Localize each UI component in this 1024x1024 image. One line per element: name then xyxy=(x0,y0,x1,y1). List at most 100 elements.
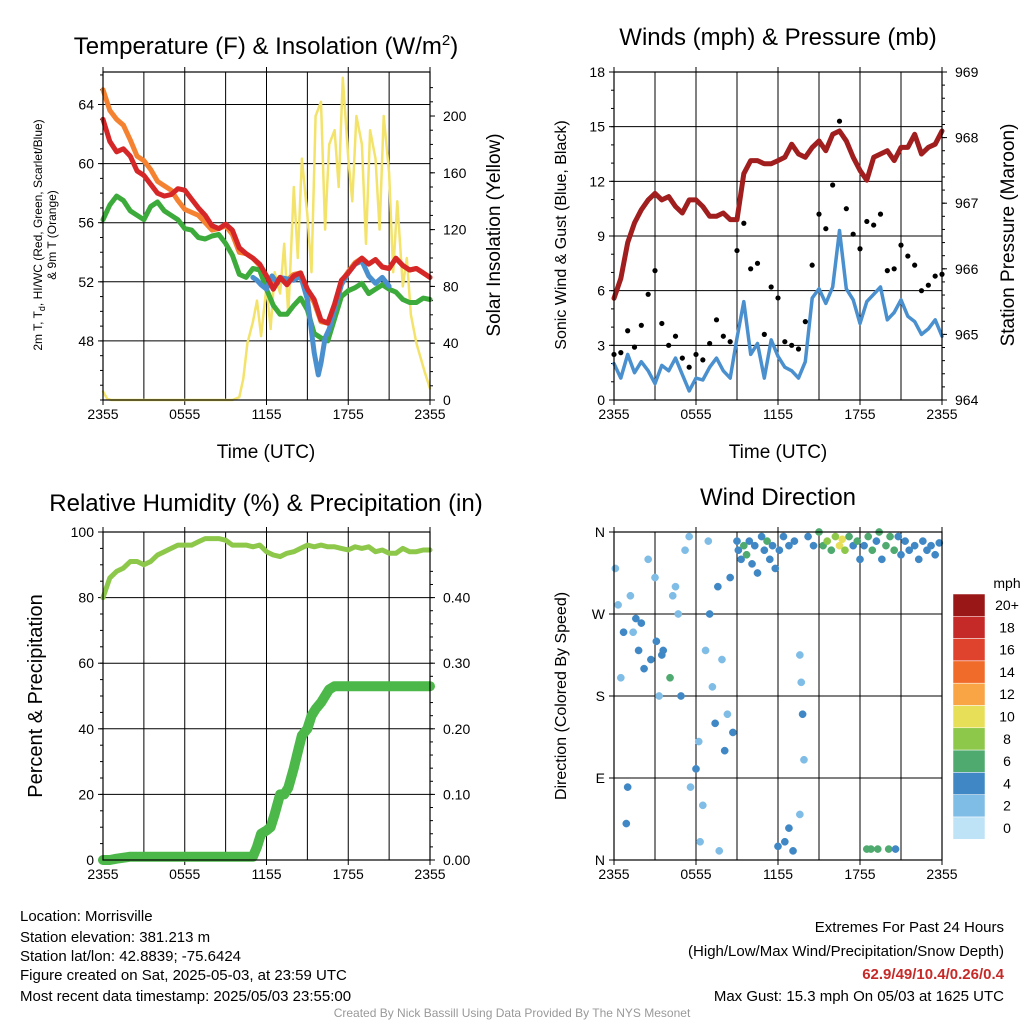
direction-point xyxy=(831,532,840,541)
gust-point xyxy=(816,211,822,217)
y2-tick-label: 968 xyxy=(955,130,979,146)
gust-point xyxy=(918,288,925,294)
temperature-title: Temperature (F) & Insolation (W/m2) xyxy=(74,32,458,60)
legend-swatch xyxy=(952,816,986,840)
direction-point xyxy=(905,546,914,555)
sonic-wind-line xyxy=(612,228,944,393)
gust-point xyxy=(782,339,788,345)
direction-point xyxy=(715,847,724,855)
gust-point xyxy=(700,357,706,363)
direction-point xyxy=(750,541,759,550)
temperature-ylabel-right: Solar Insolation (Yellow) xyxy=(484,133,505,336)
y-tick-label: 12 xyxy=(589,173,605,189)
temperature-ylabel-line2: & 9m T (Orange) xyxy=(45,190,59,280)
direction-point xyxy=(890,546,899,555)
elevation-text: Station elevation: 381.213 m xyxy=(20,929,211,946)
direction-point xyxy=(809,541,818,550)
wind-direction-title: Wind Direction xyxy=(700,484,856,511)
legend-label: 8 xyxy=(1003,731,1011,747)
gust-point xyxy=(666,342,672,348)
direction-point xyxy=(768,541,777,550)
direction-point xyxy=(779,532,788,541)
x-tick-label: 0555 xyxy=(169,866,200,882)
extremes-heading: Extremes For Past 24 Hours xyxy=(814,919,1004,936)
temperature-panel: Temperature (F) & Insolation (W/m2) Time… xyxy=(31,32,505,463)
gust-point xyxy=(638,322,644,328)
direction-point xyxy=(804,532,812,541)
direction-point xyxy=(785,541,793,550)
direction-point xyxy=(626,591,635,600)
direction-point xyxy=(614,601,622,609)
direction-point xyxy=(708,683,717,691)
direction-point xyxy=(634,646,643,655)
y-tick-label: 3 xyxy=(597,337,605,353)
x-tick-label: 2355 xyxy=(414,866,445,882)
direction-point xyxy=(651,573,659,582)
winds-title: Winds (mph) & Pressure (mb) xyxy=(619,24,936,51)
gust-point xyxy=(891,266,897,272)
direction-point xyxy=(637,619,646,627)
legend-swatch xyxy=(952,616,986,639)
gust-point xyxy=(809,262,815,268)
direction-point xyxy=(622,819,631,828)
legend-swatch xyxy=(952,660,986,684)
winds-panel: Winds (mph) & Pressure (mb) Time (UTC) S… xyxy=(553,24,1019,463)
direction-point xyxy=(796,651,804,659)
direction-point xyxy=(701,646,710,655)
gust-point xyxy=(761,331,767,337)
direction-point xyxy=(827,546,836,555)
direction-point xyxy=(894,532,903,541)
gust-point xyxy=(857,246,863,252)
direction-point xyxy=(872,537,881,545)
y-tick-label: 20 xyxy=(78,786,94,802)
gust-point xyxy=(877,211,884,217)
direction-point xyxy=(692,765,700,773)
direction-point xyxy=(726,573,735,582)
gust-point xyxy=(871,222,877,228)
direction-point xyxy=(760,546,769,555)
direction-point xyxy=(931,550,940,559)
max-gust-text: Max Gust: 15.3 mph On 05/03 at 1625 UTC xyxy=(713,988,1004,1005)
y-tick-label: 0 xyxy=(597,392,605,408)
direction-point xyxy=(897,550,905,559)
direction-point xyxy=(737,555,745,564)
direction-point xyxy=(745,537,754,545)
direction-point xyxy=(681,546,689,555)
y2-tick-label: 40 xyxy=(443,335,459,351)
legend-label: 18 xyxy=(999,619,1015,635)
winds-ylabel-right: Station Pressure (Maroon) xyxy=(998,124,1019,347)
direction-tick-label: E xyxy=(596,770,605,786)
y-tick-label: 64 xyxy=(78,97,94,113)
location-text: Location: Morrisville xyxy=(20,908,153,925)
x-tick-label: 0555 xyxy=(680,406,711,422)
y-tick-label: 40 xyxy=(78,721,94,737)
y2-tick-label: 0 xyxy=(443,392,451,408)
plot-frame xyxy=(102,71,431,401)
legend-swatch xyxy=(952,638,986,662)
x-tick-label: 2355 xyxy=(87,406,118,422)
gust-point xyxy=(720,333,726,339)
humidity-panel: Relative Humidity (%) & Precipitation (i… xyxy=(25,490,483,882)
y-tick-label: 100 xyxy=(71,524,95,540)
legend-label: 4 xyxy=(1003,775,1011,791)
direction-point xyxy=(886,532,894,541)
gust-point xyxy=(912,262,918,268)
plot-frame xyxy=(613,71,943,401)
y-tick-label: 56 xyxy=(78,215,94,231)
direction-point xyxy=(789,847,797,855)
y2-tick-label: 966 xyxy=(955,261,979,277)
direction-tick-label: N xyxy=(595,524,605,540)
gust-point xyxy=(802,319,808,325)
humidity-ylabel: Percent & Precipitation xyxy=(25,594,47,797)
legend-label: 16 xyxy=(999,642,1015,658)
legend-title: mph xyxy=(993,575,1020,591)
legend-label: 12 xyxy=(999,686,1015,702)
direction-point xyxy=(739,541,748,550)
direction-point xyxy=(845,532,853,541)
direction-point xyxy=(914,555,923,564)
gust-point xyxy=(652,268,658,274)
x-tick-label: 1755 xyxy=(844,406,875,422)
winds-xlabel: Time (UTC) xyxy=(729,442,828,463)
y-tick-label: 15 xyxy=(589,119,605,135)
gust-point xyxy=(754,260,761,266)
